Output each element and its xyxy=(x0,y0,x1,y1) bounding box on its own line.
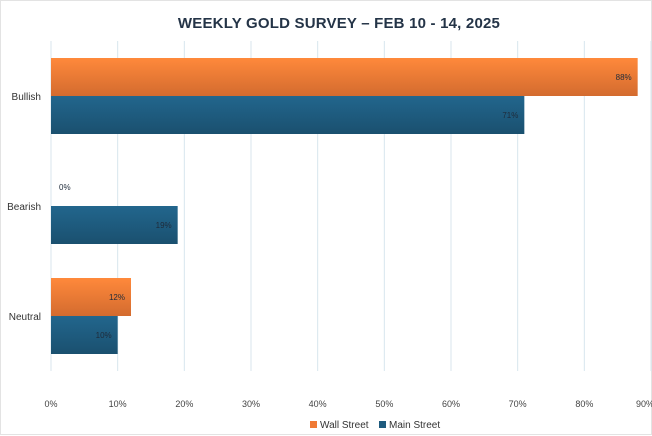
category-label: Bearish xyxy=(7,202,41,213)
data-label: 10% xyxy=(96,331,112,340)
x-tick-label: 70% xyxy=(509,399,527,409)
legend-swatch xyxy=(379,421,386,428)
bar-wall-street-bullish xyxy=(51,58,638,96)
bar-main-street-bullish xyxy=(51,96,525,134)
legend-entry: Wall Street xyxy=(320,420,369,431)
bars xyxy=(51,58,638,354)
x-axis-tick-labels: 0% 10% 20% 30% 40% 50% 60% 70% 80% 90% xyxy=(44,399,652,409)
x-tick-label: 90% xyxy=(636,399,652,409)
category-label: Neutral xyxy=(9,312,41,323)
x-tick-label: 60% xyxy=(442,399,460,409)
bar-main-street-bearish xyxy=(51,206,178,244)
x-tick-label: 40% xyxy=(309,399,327,409)
x-tick-label: 10% xyxy=(109,399,127,409)
category-label: Bullish xyxy=(12,92,41,103)
legend: Wall Street Main Street xyxy=(310,420,440,431)
legend-entry: Main Street xyxy=(389,420,440,431)
data-label: 12% xyxy=(109,293,125,302)
x-tick-label: 20% xyxy=(175,399,193,409)
x-tick-label: 0% xyxy=(44,399,57,409)
data-label: 0% xyxy=(59,183,71,192)
chart-title: WEEKLY GOLD SURVEY – FEB 10 - 14, 2025 xyxy=(178,15,500,32)
x-tick-label: 80% xyxy=(575,399,593,409)
data-label: 19% xyxy=(156,221,172,230)
category-labels: Bullish Bearish Neutral xyxy=(7,92,41,323)
x-tick-label: 30% xyxy=(242,399,260,409)
data-label: 88% xyxy=(616,73,632,82)
bar-main-street-neutral xyxy=(51,316,118,354)
bar-wall-street-neutral xyxy=(51,278,131,316)
legend-swatch xyxy=(310,421,317,428)
data-label: 71% xyxy=(502,111,518,120)
x-tick-label: 50% xyxy=(375,399,393,409)
data-labels: 88% 71% 0% 19% 12% 10% xyxy=(59,73,632,340)
